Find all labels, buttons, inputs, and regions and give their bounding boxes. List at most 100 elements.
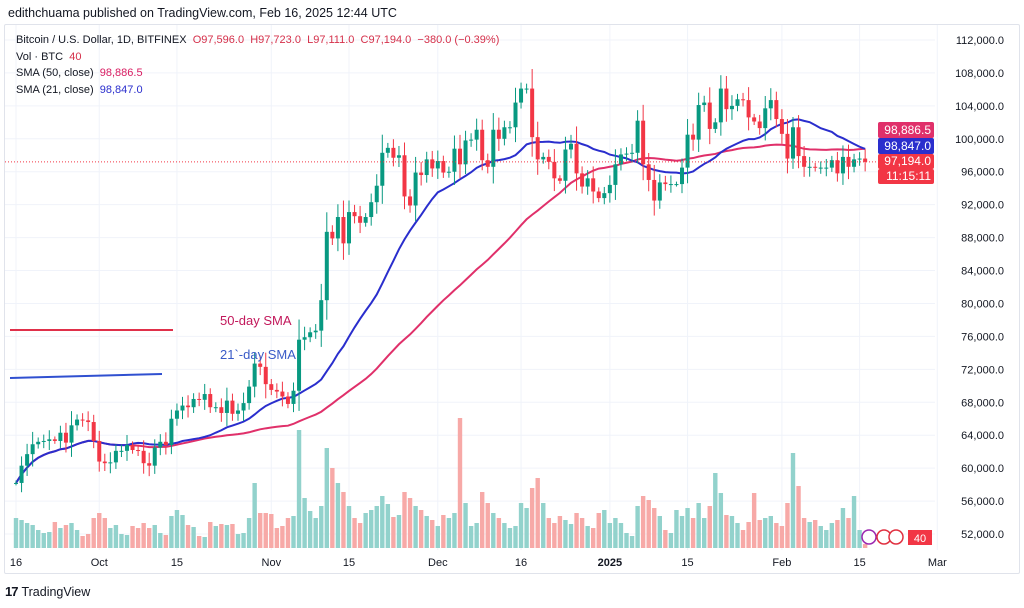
- volume-bar: [607, 523, 613, 548]
- y-tick-label: 84,000.0: [961, 266, 1004, 278]
- volume-bar: [191, 527, 196, 548]
- candle-body: [480, 129, 485, 161]
- volume-bar: [613, 518, 618, 548]
- candle-body: [191, 398, 196, 408]
- volume-bar: [757, 520, 762, 548]
- y-tick-label: 64,000.0: [961, 430, 1004, 442]
- volume-bar: [452, 513, 457, 548]
- sma21-annotation-line: [9, 373, 163, 379]
- volume-bar: [13, 518, 19, 548]
- y-tick-label: 112,000.0: [956, 35, 1004, 47]
- candle-body: [174, 410, 179, 419]
- volume-bar: [363, 513, 368, 548]
- volume-bar: [502, 523, 507, 548]
- candle-body: [41, 440, 46, 442]
- candle-body: [513, 102, 518, 128]
- candle-body: [824, 167, 829, 169]
- volume-bar: [402, 492, 407, 548]
- volume-tag-bg: [908, 530, 932, 545]
- volume-bar: [579, 518, 585, 548]
- candle-body: [230, 400, 235, 414]
- y-tick-label: 76,000.0: [961, 331, 1004, 343]
- volume-bar: [668, 533, 674, 548]
- volume-bar: [169, 516, 174, 548]
- volume-bar: [152, 525, 157, 548]
- candle-body: [702, 102, 707, 106]
- candle-body: [496, 129, 501, 139]
- candle-body: [213, 407, 218, 409]
- volume-bar: [130, 526, 135, 548]
- candle-body: [141, 450, 146, 464]
- volume-bar: [269, 514, 274, 548]
- candle-body: [813, 166, 818, 168]
- candle-body: [840, 156, 845, 174]
- candle-body: [696, 105, 701, 140]
- volume-bar: [751, 493, 757, 548]
- candle-body: [857, 158, 862, 160]
- candle-body: [557, 178, 562, 181]
- candle-body: [641, 120, 646, 165]
- candle-body: [47, 439, 52, 441]
- candle-body: [674, 184, 679, 186]
- candle-body: [352, 212, 357, 217]
- candle-body: [302, 337, 307, 340]
- candle-body: [86, 420, 91, 423]
- volume-bar: [485, 503, 490, 548]
- candle-body: [469, 139, 474, 141]
- volume-bar: [618, 523, 624, 548]
- candle-body: [707, 102, 712, 129]
- candle-body: [119, 450, 124, 452]
- volume-bar: [824, 530, 829, 548]
- y-tick-label: 88,000.0: [961, 233, 1004, 245]
- candle-body: [757, 121, 762, 129]
- candle-body: [452, 148, 457, 172]
- candle-body: [208, 394, 213, 408]
- volume-bar: [180, 515, 185, 548]
- candle-body: [424, 159, 429, 176]
- candle-body: [14, 482, 18, 484]
- volume-bar: [307, 511, 313, 548]
- chart-frame[interactable]: [4, 24, 1020, 574]
- candle-body: [685, 134, 690, 168]
- volume-bar: [174, 510, 180, 548]
- candle-body: [752, 117, 757, 122]
- candle-body: [602, 193, 607, 199]
- volume-bar: [85, 534, 91, 548]
- volume-bar: [424, 516, 429, 548]
- volume-bar: [585, 526, 590, 548]
- volume-bar: [652, 508, 657, 548]
- volume-bar: [430, 520, 435, 548]
- volume-bar: [541, 503, 546, 548]
- volume-bar: [790, 453, 796, 548]
- volume-bar: [635, 506, 640, 548]
- y-tick-label: 60,000.0: [961, 463, 1004, 475]
- candle-body: [147, 463, 152, 466]
- candle-body: [75, 419, 80, 426]
- volume-bar: [474, 523, 479, 548]
- volume-bar: [829, 523, 835, 548]
- candle-body: [252, 363, 257, 387]
- volume-value: 40: [69, 50, 82, 63]
- volume-bar: [41, 533, 46, 548]
- volume-bar: [602, 510, 607, 548]
- volume-bar: [596, 513, 601, 548]
- candle-body: [852, 159, 857, 167]
- chart-legend: Bitcoin / U.S. Dollar, 1D, BITFINEX O97,…: [16, 32, 499, 98]
- sma21-price-tag-bg: [878, 138, 934, 154]
- volume-bar: [396, 515, 402, 548]
- candle-body: [807, 166, 812, 168]
- candle-body: [713, 122, 718, 129]
- volume-bar: [518, 503, 524, 548]
- volume-bar: [857, 530, 862, 548]
- volume-bar: [446, 518, 452, 548]
- x-tick-label: Mar: [928, 557, 947, 569]
- candle-body: [802, 156, 807, 167]
- candle-body: [580, 173, 585, 187]
- volume-bar: [801, 518, 807, 548]
- candle-body: [152, 447, 157, 466]
- y-tick-label: 92,000.0: [961, 200, 1004, 212]
- y-tick-label: 80,000.0: [961, 298, 1004, 310]
- candle-body: [763, 108, 768, 129]
- volume-bar: [796, 486, 801, 548]
